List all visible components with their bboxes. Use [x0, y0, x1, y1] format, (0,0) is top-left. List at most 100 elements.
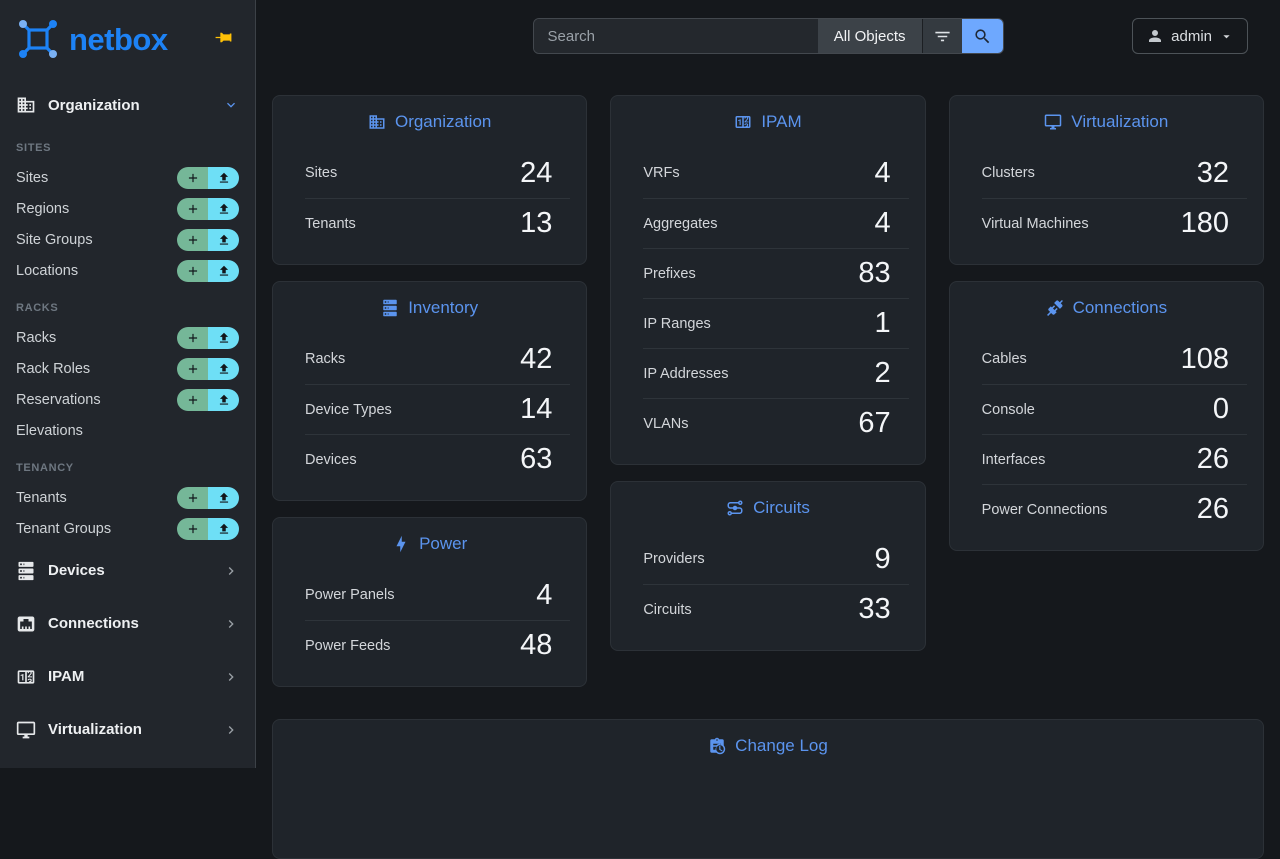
- plus-icon: [186, 522, 200, 536]
- list-item-label: Power Panels: [305, 587, 394, 603]
- add-button[interactable]: [177, 487, 208, 509]
- object-type-dropdown[interactable]: All Objects: [818, 19, 922, 53]
- connection-icon: [1046, 299, 1064, 317]
- filter-button[interactable]: [922, 19, 962, 53]
- sidebar-section-ipam[interactable]: IPAM: [0, 650, 255, 703]
- sidebar-item-sites[interactable]: Sites: [0, 162, 255, 193]
- upload-icon: [217, 202, 231, 216]
- quick-actions: [177, 389, 239, 411]
- monitor-icon: [1044, 113, 1062, 131]
- list-item-value: 48: [520, 631, 552, 660]
- sidebar-item-racks[interactable]: Racks: [0, 322, 255, 353]
- card-title-virtualization[interactable]: Virtualization: [966, 112, 1247, 132]
- import-button[interactable]: [208, 389, 239, 411]
- sidebar-section-organization[interactable]: Organization: [0, 84, 255, 126]
- sidebar-item-regions[interactable]: Regions: [0, 193, 255, 224]
- sidebar-section-connections[interactable]: Connections: [0, 597, 255, 650]
- card-title-inventory[interactable]: Inventory: [289, 298, 570, 318]
- add-button[interactable]: [177, 327, 208, 349]
- add-button[interactable]: [177, 358, 208, 380]
- add-button[interactable]: [177, 229, 208, 251]
- user-icon: [1146, 27, 1164, 45]
- list-item-label: Interfaces: [982, 452, 1046, 468]
- sidebar-item-site-groups[interactable]: Site Groups: [0, 224, 255, 255]
- list-item-label: Clusters: [982, 165, 1035, 181]
- sidebar-section-label: Organization: [48, 97, 140, 114]
- import-button[interactable]: [208, 229, 239, 251]
- sidebar-item-elevations[interactable]: Elevations: [0, 415, 255, 446]
- pin-sidebar-button[interactable]: [214, 28, 233, 50]
- upload-icon: [217, 491, 231, 505]
- add-button[interactable]: [177, 389, 208, 411]
- card-title-organization[interactable]: Organization: [289, 112, 570, 132]
- chevron-right-icon: [223, 669, 239, 685]
- card-title-circuits[interactable]: Circuits: [627, 498, 908, 518]
- list-item-value: 63: [520, 445, 552, 474]
- user-menu-button[interactable]: admin: [1132, 18, 1248, 54]
- import-button[interactable]: [208, 327, 239, 349]
- search-input[interactable]: [534, 19, 818, 53]
- upload-icon: [217, 264, 231, 278]
- import-button[interactable]: [208, 198, 239, 220]
- card-title-change-log[interactable]: Change Log: [289, 736, 1247, 756]
- import-button[interactable]: [208, 487, 239, 509]
- card-title-ipam[interactable]: IPAM: [627, 112, 908, 132]
- list-item-label: VLANs: [643, 416, 688, 432]
- quick-actions: [177, 518, 239, 540]
- list-item-value: 33: [858, 595, 890, 624]
- chevron-down-icon: [223, 97, 239, 113]
- list-item-value: 0: [1213, 395, 1229, 424]
- add-button[interactable]: [177, 198, 208, 220]
- building-icon: [368, 113, 386, 131]
- sidebar-item-label: Elevations: [16, 423, 83, 439]
- search-bar: All Objects: [533, 18, 1004, 54]
- add-button[interactable]: [177, 518, 208, 540]
- sidebar-group-label: SITES: [16, 142, 239, 156]
- import-button[interactable]: [208, 358, 239, 380]
- sidebar-item-tenant-groups[interactable]: Tenant Groups: [0, 513, 255, 544]
- sidebar-section-devices[interactable]: Devices: [0, 544, 255, 597]
- sidebar-item-label: Site Groups: [16, 232, 93, 248]
- add-button[interactable]: [177, 260, 208, 282]
- sidebar-section-label: IPAM: [48, 668, 84, 685]
- netbox-logo-link[interactable]: netbox: [16, 17, 214, 61]
- add-button[interactable]: [177, 167, 208, 189]
- sidebar-item-tenants[interactable]: Tenants: [0, 482, 255, 513]
- import-button[interactable]: [208, 167, 239, 189]
- card-title-power[interactable]: Power: [289, 534, 570, 554]
- search-submit-button[interactable]: [962, 19, 1003, 53]
- sidebar-item-rack-roles[interactable]: Rack Roles: [0, 353, 255, 384]
- import-button[interactable]: [208, 518, 239, 540]
- list-item-value: 108: [1181, 345, 1229, 374]
- upload-icon: [217, 362, 231, 376]
- sidebar-section-virtualization[interactable]: Virtualization: [0, 703, 255, 756]
- import-button[interactable]: [208, 260, 239, 282]
- sidebar-item-locations[interactable]: Locations: [0, 255, 255, 286]
- card-title-connections[interactable]: Connections: [966, 298, 1247, 318]
- sidebar-item-reservations[interactable]: Reservations: [0, 384, 255, 415]
